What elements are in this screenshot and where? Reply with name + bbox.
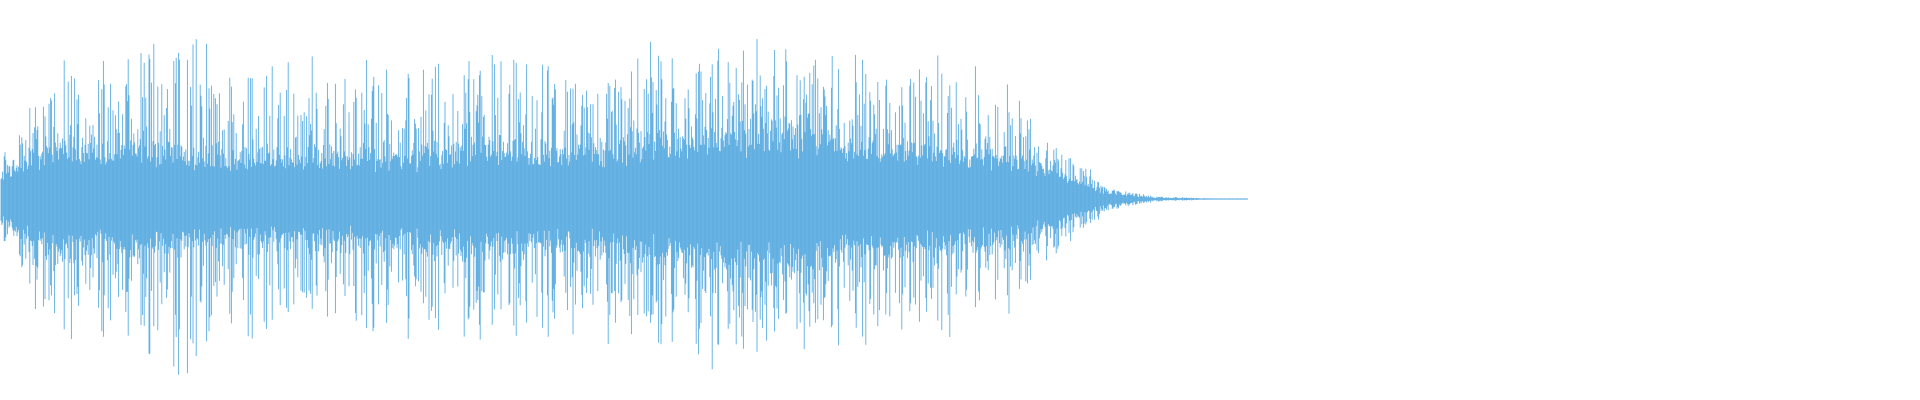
waveform-samples [0, 39, 1248, 375]
